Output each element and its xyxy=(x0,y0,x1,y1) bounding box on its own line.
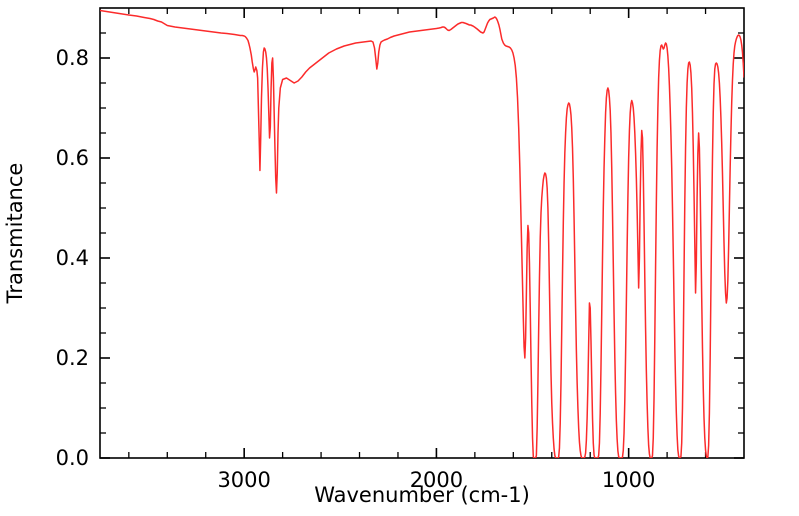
spectrum-line xyxy=(100,9,744,458)
y-axis-title: Transmitance xyxy=(3,163,27,305)
y-tick-label: 0.2 xyxy=(56,346,89,370)
x-axis-tick-labels: 3000 2000 1000 xyxy=(217,468,655,492)
y-axis-major-ticks xyxy=(100,57,744,459)
x-axis-major-ticks xyxy=(243,8,630,458)
x-tick-label: 2000 xyxy=(410,468,463,492)
x-axis-title: Wavenumber (cm-1) xyxy=(314,483,530,507)
y-axis-minor-ticks xyxy=(100,32,744,434)
x-tick-label: 3000 xyxy=(217,468,270,492)
plot-background xyxy=(100,8,744,458)
y-tick-label: 0.6 xyxy=(56,146,89,170)
x-tick-label: 1000 xyxy=(602,468,655,492)
y-axis-tick-labels: 0.0 0.2 0.4 0.6 0.8 xyxy=(56,46,89,470)
y-tick-label: 0.8 xyxy=(56,46,89,70)
y-tick-label: 0.4 xyxy=(56,246,89,270)
spectrum-trace-group xyxy=(100,9,744,458)
y-tick-label: 0.0 xyxy=(56,446,89,470)
